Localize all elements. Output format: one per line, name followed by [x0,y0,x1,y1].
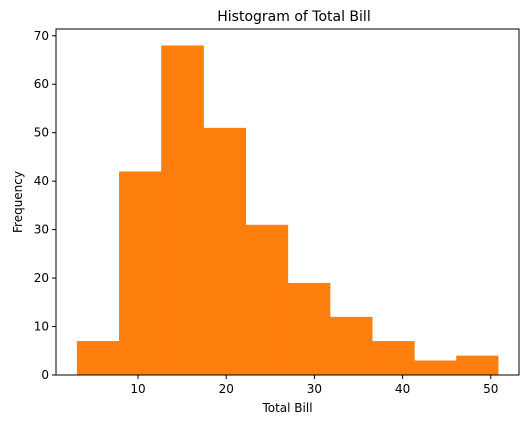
x-tick-label: 20 [219,382,234,396]
histogram-bar [119,171,162,375]
y-tick-label: 10 [34,320,49,334]
y-tick-label: 30 [34,223,49,237]
histogram-bar [287,282,331,375]
histogram-bar [245,224,289,375]
y-tick-label: 60 [34,77,49,91]
x-tick-label: 10 [130,382,145,396]
bars-group [76,45,499,375]
y-axis-label: Frequency [11,171,25,233]
histogram-bar [329,316,373,375]
histogram-bar [161,45,204,375]
chart-title: Histogram of Total Bill [217,9,370,25]
x-tick-label: 50 [483,382,498,396]
histogram-bar [414,360,457,375]
plot-frame [55,28,520,376]
x-ticks-group: 10 20 30 40 50 [130,375,498,396]
y-tick-label: 70 [34,29,49,43]
histogram-bar [76,341,120,375]
histogram-bar [203,127,247,375]
histogram-bar [456,355,499,375]
y-tick-label: 0 [41,368,49,382]
y-tick-label: 40 [34,174,49,188]
y-ticks-group: 0 10 20 30 40 50 60 70 [34,29,56,382]
y-tick-label: 20 [34,271,49,285]
y-tick-label: 50 [34,126,49,140]
x-tick-label: 40 [395,382,410,396]
x-axis-label: Total Bill [261,401,312,415]
x-tick-label: 30 [307,382,322,396]
histogram-bar [371,341,415,375]
